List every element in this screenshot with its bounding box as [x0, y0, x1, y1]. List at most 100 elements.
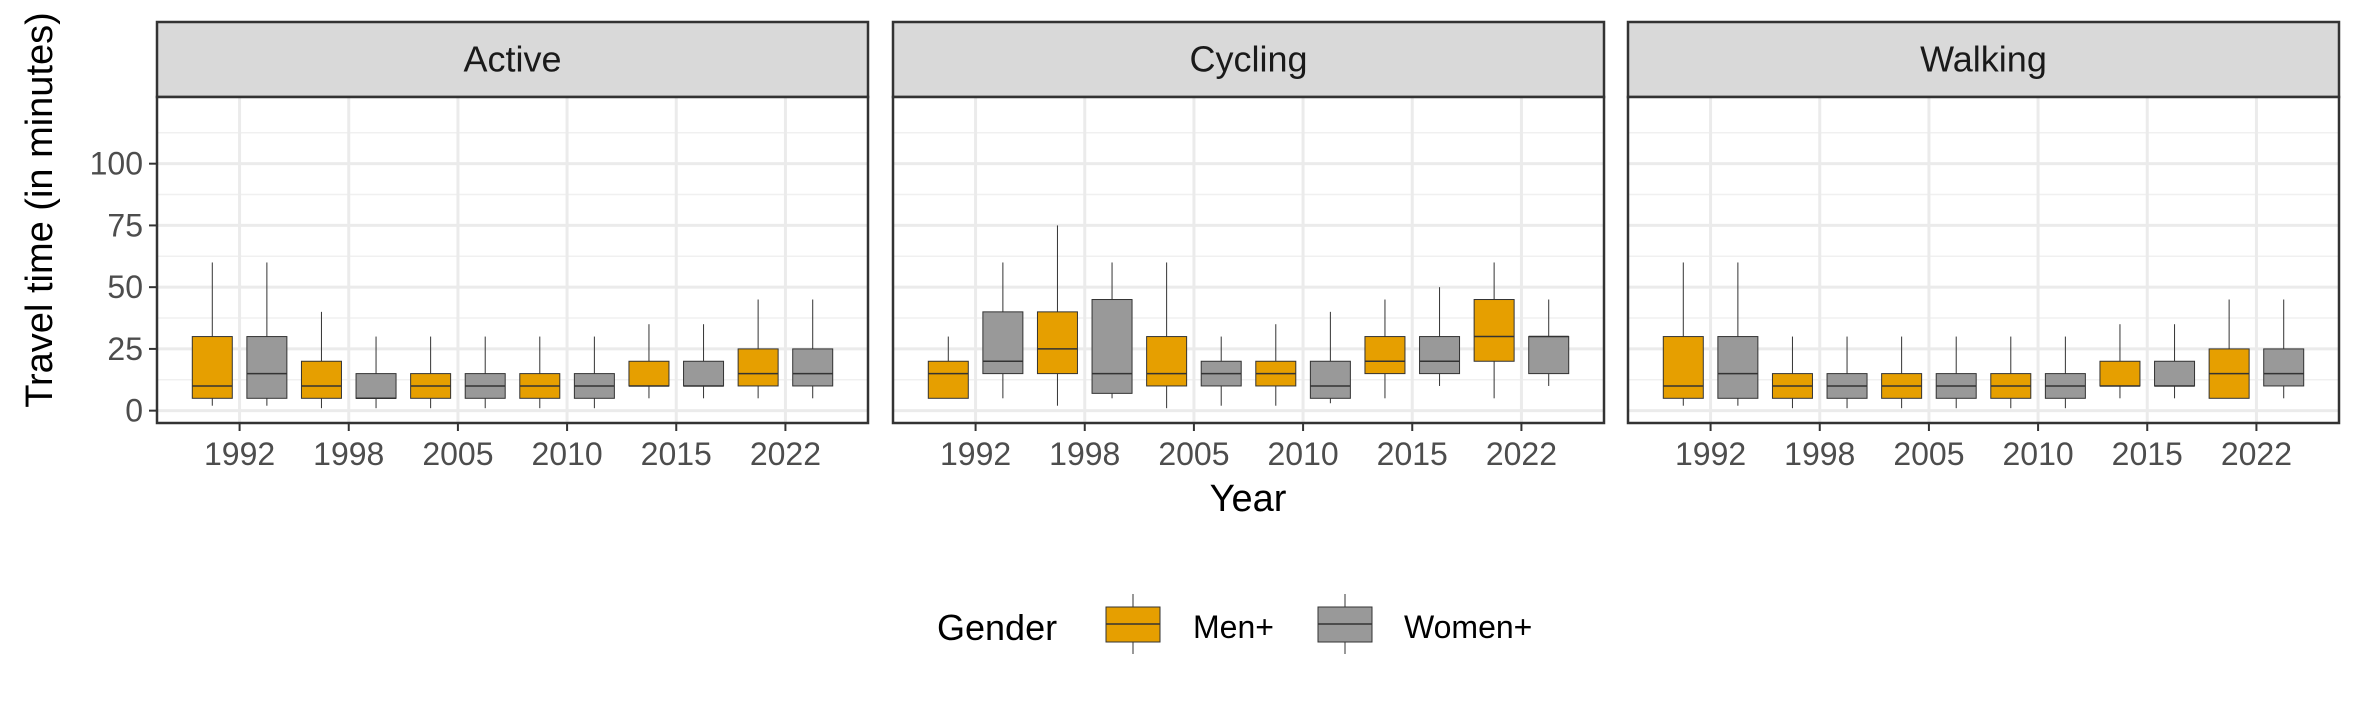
- panel-border: [891, 95, 1606, 425]
- box-men: [1881, 336, 1923, 409]
- box-iqr: [246, 336, 288, 399]
- x-tick-label: 2005: [1158, 436, 1229, 472]
- x-tick-label: 2022: [2221, 436, 2292, 472]
- box-iqr: [1473, 299, 1515, 362]
- box-women: [1309, 311, 1351, 404]
- legend-key-women: [1317, 594, 1373, 654]
- box-iqr: [1091, 299, 1133, 394]
- box-men: [2208, 299, 2250, 399]
- box-iqr: [300, 360, 342, 399]
- x-tick-label: 1992: [204, 436, 275, 472]
- box-women: [2154, 324, 2196, 399]
- box-women: [2044, 336, 2086, 409]
- strip-title: Active: [463, 39, 561, 80]
- box-iqr: [2263, 348, 2305, 387]
- box-women: [1826, 336, 1868, 409]
- x-tick-label: 2010: [1267, 436, 1338, 472]
- y-tick-label: 0: [125, 393, 143, 429]
- legend-key-men: [1105, 594, 1161, 654]
- box-iqr: [2099, 360, 2141, 387]
- box-women: [1419, 287, 1461, 386]
- box-men: [737, 299, 779, 399]
- box-iqr: [1717, 336, 1759, 399]
- panel-border: [155, 95, 870, 425]
- legend-label: Men+: [1193, 609, 1274, 645]
- box-iqr: [1364, 336, 1406, 375]
- box-iqr: [355, 373, 397, 399]
- box-men: [410, 336, 452, 409]
- box-women: [573, 336, 615, 409]
- box-women: [2263, 299, 2305, 399]
- box-women: [1091, 262, 1133, 399]
- x-tick-label: 1998: [1784, 436, 1855, 472]
- box-men: [2099, 324, 2141, 399]
- strip-title: Cycling: [1189, 39, 1307, 80]
- box-women: [683, 324, 725, 399]
- y-tick-label: 50: [107, 269, 143, 305]
- box-iqr: [927, 360, 969, 399]
- y-axis-title: Travel time (in minutes): [19, 12, 61, 408]
- x-tick-label: 2015: [2112, 436, 2183, 472]
- box-men: [1036, 225, 1078, 406]
- box-women: [464, 336, 506, 409]
- x-tick-label: 2015: [641, 436, 712, 472]
- panel-walking: Walking 1992 1998 2005 2010 2015 2022: [1626, 20, 2341, 472]
- panel-active: Active 1992 1998 2005 2010 2015 2022: [155, 20, 870, 472]
- box-women: [355, 336, 397, 409]
- box-men: [1771, 336, 1813, 409]
- x-tick-label: 2022: [1486, 436, 1557, 472]
- box-women: [1717, 262, 1759, 406]
- x-tick-label: 1998: [313, 436, 384, 472]
- box-men: [1473, 262, 1515, 399]
- box-iqr: [1036, 311, 1078, 375]
- strip-background: [891, 20, 1606, 99]
- x-tick-label: 2010: [531, 436, 602, 472]
- box-iqr: [683, 360, 725, 387]
- box-women: [792, 299, 834, 399]
- strip-background: [155, 20, 870, 99]
- legend-label: Women+: [1404, 609, 1532, 645]
- legend-title: Gender: [937, 607, 1057, 648]
- strip-title: Walking: [1920, 39, 2047, 80]
- panel-cycling: Cycling 1992 1998 2005 2010 2015 2022: [891, 20, 1606, 472]
- box-iqr: [792, 348, 834, 387]
- box-men: [1662, 262, 1704, 406]
- x-tick-label: 1998: [1049, 436, 1120, 472]
- box-women: [1528, 299, 1570, 386]
- box-iqr: [982, 311, 1024, 375]
- box-women: [1200, 336, 1242, 406]
- box-men: [927, 336, 969, 399]
- x-tick-label: 2010: [2002, 436, 2073, 472]
- x-tick-label: 2015: [1377, 436, 1448, 472]
- x-tick-label: 2022: [750, 436, 821, 472]
- box-men: [1990, 336, 2032, 409]
- box-men: [519, 336, 561, 409]
- box-men: [191, 262, 233, 406]
- box-women: [246, 262, 288, 406]
- box-iqr: [737, 348, 779, 387]
- box-men: [1255, 324, 1297, 406]
- box-iqr: [191, 336, 233, 399]
- x-tick-label: 2005: [422, 436, 493, 472]
- box-iqr: [1662, 336, 1704, 399]
- x-tick-label: 1992: [1675, 436, 1746, 472]
- panel-border: [1626, 95, 2341, 425]
- x-tick-label: 1992: [940, 436, 1011, 472]
- box-women: [982, 262, 1024, 399]
- box-iqr: [1309, 360, 1351, 399]
- box-men: [1146, 262, 1188, 409]
- y-tick-label: 100: [90, 146, 143, 182]
- box-men: [1364, 299, 1406, 399]
- box-men: [628, 324, 670, 399]
- box-men: [300, 311, 342, 409]
- y-tick-label: 75: [107, 207, 143, 243]
- box-iqr: [2154, 360, 2196, 387]
- box-women: [1935, 336, 1977, 409]
- box-iqr: [1419, 336, 1461, 375]
- x-axis-title: Year: [1210, 478, 1287, 520]
- strip-background: [1626, 20, 2341, 99]
- legend: Gender Men+ Women+: [937, 594, 1532, 654]
- y-tick-label: 25: [107, 331, 143, 367]
- box-iqr: [1146, 336, 1188, 387]
